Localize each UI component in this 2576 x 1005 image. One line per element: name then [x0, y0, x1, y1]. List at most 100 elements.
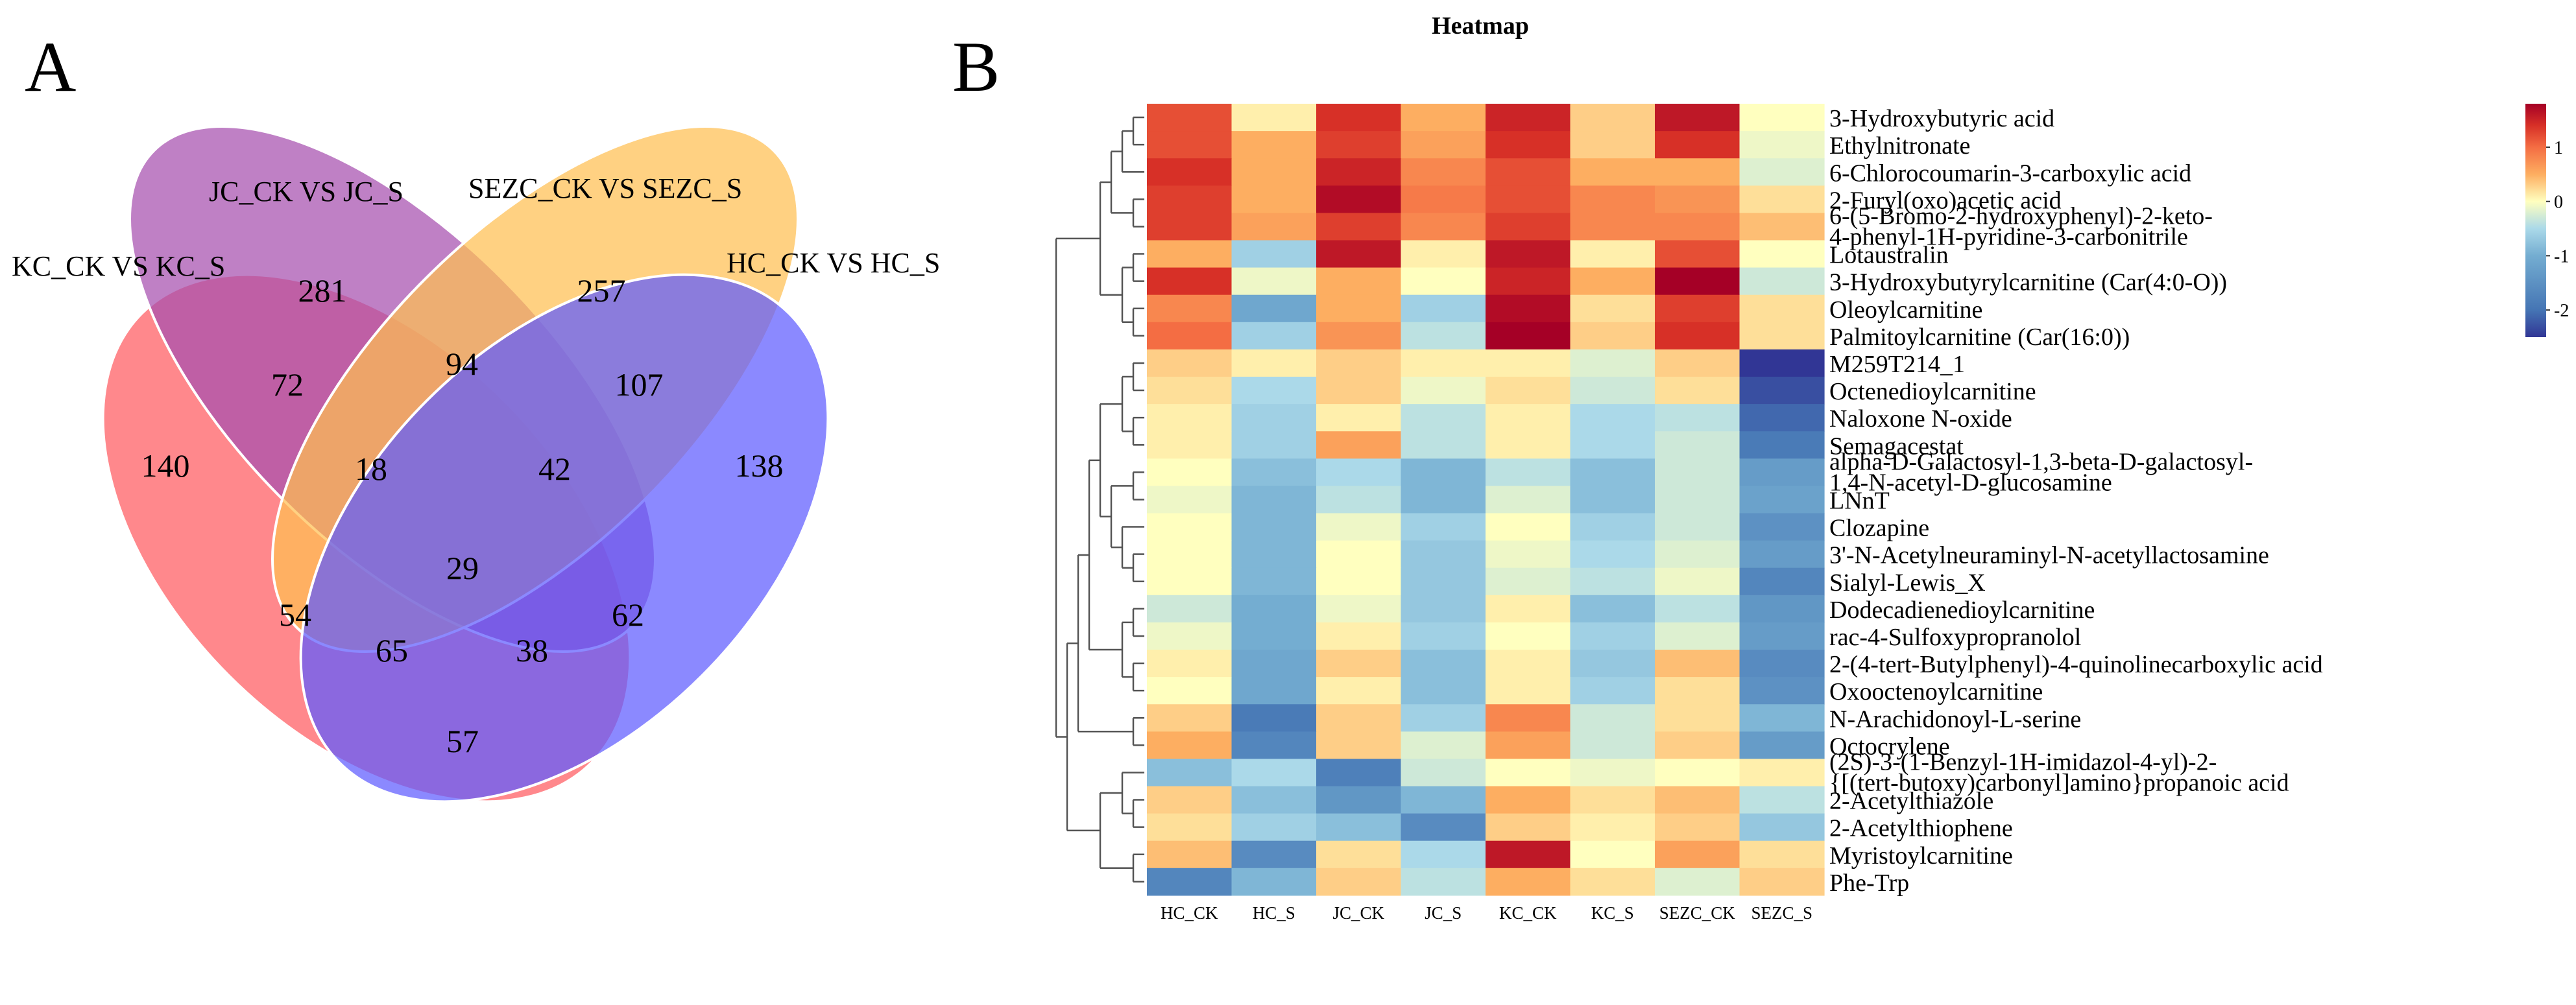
column-label: KC_CK — [1499, 903, 1557, 923]
row-label: M259T214_1 — [1829, 351, 1965, 378]
heatmap-cell — [1655, 213, 1740, 241]
heatmap-cell — [1401, 513, 1486, 541]
venn-count-kc-sezc-hc: 65 — [376, 632, 408, 668]
row-label: Octenedioylcarnitine — [1829, 378, 2036, 405]
heatmap-cell — [1486, 267, 1571, 296]
heatmap-cell — [1486, 868, 1571, 896]
heatmap-cell — [1486, 377, 1571, 405]
heatmap-cell — [1401, 540, 1486, 569]
heatmap-cell — [1231, 104, 1317, 132]
column-label: KC_S — [1591, 903, 1634, 923]
heatmap-cell — [1570, 158, 1655, 186]
heatmap-cell — [1739, 840, 1825, 869]
legend-tick-label: -2 — [2554, 301, 2569, 321]
heatmap-cell — [1401, 131, 1486, 159]
heatmap-cell — [1316, 622, 1402, 650]
row-label: (2S)-3-(1-Benzyl-1H-imidazol-4-yl)-2- — [1829, 748, 2217, 775]
heatmap-cell — [1655, 158, 1740, 186]
heatmap-cell — [1570, 622, 1655, 650]
heatmap-cell — [1486, 486, 1571, 514]
heatmap-cell — [1486, 704, 1571, 732]
venn-ellipse-hc — [299, 273, 830, 803]
heatmap-cell — [1231, 267, 1317, 296]
heatmap-cell — [1147, 294, 1233, 323]
heatmap-cell — [1147, 158, 1233, 186]
heatmap-cell — [1231, 294, 1317, 323]
heatmap-cell — [1401, 294, 1486, 323]
venn-label-sezc: SEZC_CK VS SEZC_S — [468, 172, 742, 204]
heatmap-cell — [1655, 868, 1740, 896]
heatmap-cell — [1147, 486, 1233, 514]
column-label: SEZC_CK — [1659, 903, 1736, 923]
heatmap-cell — [1147, 431, 1233, 459]
heatmap-cell — [1316, 158, 1402, 186]
heatmap-cell — [1486, 294, 1571, 323]
heatmap-cell — [1147, 185, 1233, 213]
heatmap-cell — [1655, 431, 1740, 459]
heatmap-cell — [1655, 759, 1740, 787]
heatmap-cell — [1231, 704, 1317, 732]
heatmap-cell — [1401, 431, 1486, 459]
heatmap-cell — [1147, 104, 1233, 132]
heatmap-cell — [1655, 567, 1740, 596]
heatmap-cell — [1401, 704, 1486, 732]
row-label: Oleoylcarnitine — [1829, 296, 1982, 324]
heatmap-cell — [1316, 486, 1402, 514]
heatmap-cell — [1739, 458, 1825, 486]
heatmap-cell — [1655, 322, 1740, 350]
heatmap-cell — [1231, 404, 1317, 432]
row-label: Naloxone N-oxide — [1829, 405, 2012, 432]
heatmap-cell — [1147, 131, 1233, 159]
heatmap-cell — [1231, 813, 1317, 842]
heatmap-cell — [1486, 650, 1571, 678]
venn-count-jc-sezc-hc: 42 — [538, 451, 571, 487]
heatmap-cell — [1147, 322, 1233, 350]
row-label: 6-(5-Bromo-2-hydroxyphenyl)-2-keto- — [1829, 202, 2213, 230]
heatmap-cell — [1486, 404, 1571, 432]
venn-ellipses — [101, 125, 830, 803]
heatmap-cell — [1655, 131, 1740, 159]
row-label: 2-Acetylthiazole — [1829, 788, 1993, 815]
heatmap-cell — [1231, 622, 1317, 650]
heatmap-cell — [1570, 759, 1655, 787]
venn-count-kc-jc: 72 — [271, 366, 304, 403]
heatmap-cell — [1401, 185, 1486, 213]
heatmap-cell — [1570, 786, 1655, 814]
heatmap-cell — [1231, 786, 1317, 814]
heatmap-cell — [1316, 677, 1402, 705]
heatmap-cell — [1401, 759, 1486, 787]
heatmap-cell — [1147, 759, 1233, 787]
row-label: 6-Chlorocoumarin-3-carboxylic acid — [1829, 160, 2191, 187]
heatmap-cell — [1401, 786, 1486, 814]
heatmap-cell — [1486, 759, 1571, 787]
color-legend-ticks: 1 0 -1 -2 — [2546, 138, 2569, 321]
panel-b-letter: B — [952, 27, 1000, 106]
heatmap-cell — [1570, 540, 1655, 569]
heatmap-cell — [1570, 131, 1655, 159]
heatmap-cell — [1316, 458, 1402, 486]
heatmap-cell — [1316, 104, 1402, 132]
heatmap-cell — [1570, 404, 1655, 432]
heatmap-cell — [1655, 104, 1740, 132]
column-label: JC_CK — [1332, 903, 1384, 923]
venn-count-sezc-only: 257 — [577, 272, 626, 309]
heatmap-cell — [1570, 813, 1655, 842]
heatmap-cell — [1739, 595, 1825, 623]
heatmap-cell — [1231, 458, 1317, 486]
heatmap-cell — [1316, 868, 1402, 896]
heatmap-cell — [1231, 240, 1317, 268]
heatmap-cell — [1316, 404, 1402, 432]
heatmap-cell — [1147, 840, 1233, 869]
heatmap-cell — [1739, 185, 1825, 213]
heatmap-cell — [1570, 486, 1655, 514]
legend-tick-label: 1 — [2554, 138, 2563, 158]
heatmap-cell — [1739, 650, 1825, 678]
heatmap-cell — [1739, 377, 1825, 405]
heatmap-cell — [1486, 185, 1571, 213]
heatmap-cell — [1316, 813, 1402, 842]
heatmap-cell — [1401, 486, 1486, 514]
heatmap-cell — [1316, 131, 1402, 159]
heatmap-cell — [1231, 731, 1317, 759]
heatmap-cell — [1231, 595, 1317, 623]
heatmap-cell — [1739, 486, 1825, 514]
